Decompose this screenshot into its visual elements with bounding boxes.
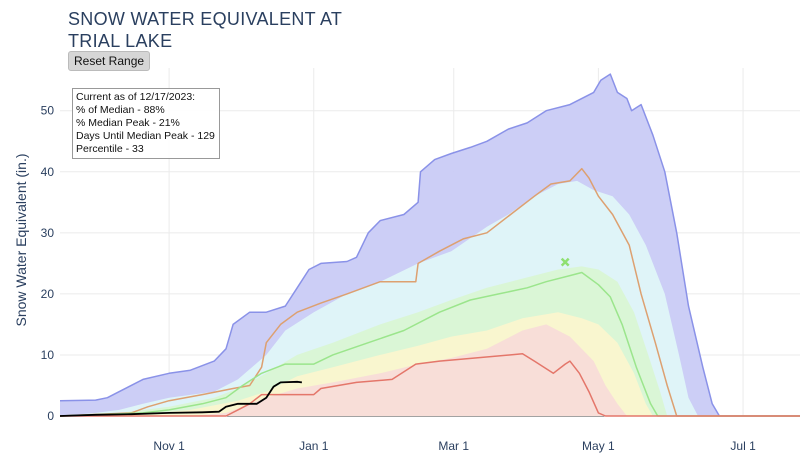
reset-range-button[interactable]: Reset Range <box>68 51 151 71</box>
series-line-current <box>59 380 303 417</box>
chart-title-line-1: SNOW WATER EQUIVALENT AT <box>68 9 343 29</box>
peak-marker <box>560 257 570 267</box>
info-days-until-peak: Days Until Median Peak - 129 <box>76 130 215 142</box>
x-tick-label: Mar 1 <box>438 439 469 453</box>
series-line-max <box>59 73 800 417</box>
y-axis-title: Snow Water Equivalent (in.) <box>13 154 29 327</box>
info-percentile: Percentile - 33 <box>76 143 144 155</box>
series-line-median <box>59 271 800 417</box>
series-lines <box>59 73 800 417</box>
marker-stroke <box>560 257 570 267</box>
x-tick-label: Jan 1 <box>299 439 329 453</box>
band-p30 <box>60 324 800 416</box>
y-tick-label: 0 <box>47 409 54 423</box>
info-percent-median: % of Median - 88% <box>76 104 165 116</box>
y-tick-label: 50 <box>41 104 55 118</box>
y-tick-label: 10 <box>41 348 55 362</box>
info-percent-median-peak: % Median Peak - 21% <box>76 117 180 129</box>
chart-title: SNOW WATER EQUIVALENT AT TRIAL LAKE <box>68 8 368 52</box>
y-tick-label: 20 <box>41 287 55 301</box>
y-axis-ticks: 0 10 20 30 40 50 <box>41 104 55 423</box>
info-current-date: Current as of 12/17/2023: <box>76 91 196 103</box>
current-status-box: Current as of 12/17/2023: % of Median - … <box>72 88 220 159</box>
x-tick-label: Nov 1 <box>153 439 185 453</box>
chart-title-line-2: TRIAL LAKE <box>68 31 173 51</box>
chart-markers <box>560 257 570 267</box>
y-tick-label: 30 <box>41 226 55 240</box>
x-tick-label: May 1 <box>582 439 615 453</box>
percentile-bands <box>60 74 800 416</box>
series-line-min <box>60 352 800 417</box>
x-tick-label: Jul 1 <box>730 439 756 453</box>
y-tick-label: 40 <box>41 165 55 179</box>
x-axis-ticks: Nov 1 Jan 1 Mar 1 May 1 Jul 1 <box>153 439 756 453</box>
